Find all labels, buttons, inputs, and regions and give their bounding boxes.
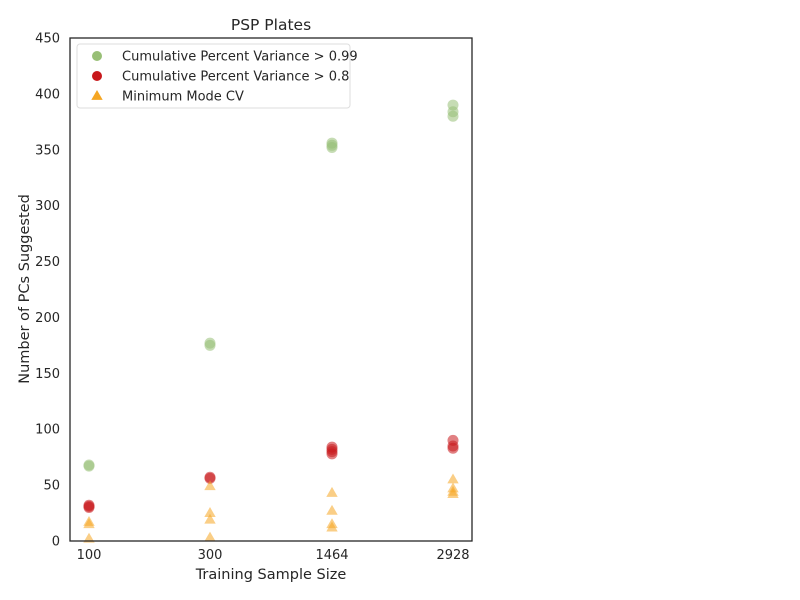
data-point-cpv-08 xyxy=(447,434,459,446)
x-axis: 100 300 1464 2928 xyxy=(77,548,470,563)
data-point-minimum-mode-cv xyxy=(204,513,216,524)
data-point-cpv-099 xyxy=(204,337,216,349)
chart-title: PSP Plates xyxy=(231,16,311,34)
legend-label: Cumulative Percent Variance > 0.8 xyxy=(122,70,349,85)
data-point-cpv-099 xyxy=(447,99,459,111)
legend-box xyxy=(76,43,351,109)
y-axis: 0 50 100 150 200 250 300 350 400 450 xyxy=(35,32,60,550)
data-point-cpv-099 xyxy=(83,459,95,471)
data-point-minimum-mode-cv xyxy=(204,480,216,491)
y-tick-label: 300 xyxy=(35,199,60,214)
y-tick-label: 0 xyxy=(52,535,60,550)
y-tick-label: 250 xyxy=(35,255,60,270)
y-tick-label: 400 xyxy=(35,87,60,102)
legend-label: Minimum Mode CV xyxy=(122,90,244,105)
data-point-minimum-mode-cv xyxy=(326,504,338,515)
y-tick-label: 200 xyxy=(35,311,60,326)
legend-marker-triangle xyxy=(91,90,103,100)
data-point-cpv-08 xyxy=(204,471,216,483)
legend-label: Cumulative Percent Variance > 0.99 xyxy=(122,50,358,65)
data-point-minimum-mode-cv xyxy=(204,531,216,542)
plot-frame xyxy=(69,37,473,542)
data-marks xyxy=(83,99,459,543)
data-point-cpv-08 xyxy=(83,499,95,511)
x-tick-label: 2928 xyxy=(436,548,469,563)
data-point-minimum-mode-cv xyxy=(83,532,95,543)
data-point-minimum-mode-cv xyxy=(447,482,459,493)
data-point-minimum-mode-cv xyxy=(204,507,216,517)
y-tick-label: 350 xyxy=(35,143,60,158)
x-axis-label: Training Sample Size xyxy=(195,567,347,583)
x-tick-label: 1464 xyxy=(315,548,348,563)
data-point-cpv-08 xyxy=(326,441,338,453)
data-point-minimum-mode-cv xyxy=(326,518,338,529)
legend-marker-circle xyxy=(92,71,102,81)
y-axis-label: Number of PCs Suggested xyxy=(17,194,33,384)
y-tick-label: 100 xyxy=(35,423,60,438)
data-point-cpv-099 xyxy=(326,137,338,149)
legend: Cumulative Percent Variance > 0.99 Cumula… xyxy=(76,43,358,109)
data-point-minimum-mode-cv xyxy=(326,486,338,497)
data-point-minimum-mode-cv xyxy=(83,515,95,526)
x-tick-label: 300 xyxy=(198,548,223,563)
y-tick-label: 450 xyxy=(35,32,60,47)
data-point-minimum-mode-cv xyxy=(447,473,459,484)
x-tick-label: 100 xyxy=(77,548,102,563)
y-tick-label: 150 xyxy=(35,367,60,382)
legend-marker-circle xyxy=(92,51,102,61)
y-tick-label: 50 xyxy=(43,479,60,494)
